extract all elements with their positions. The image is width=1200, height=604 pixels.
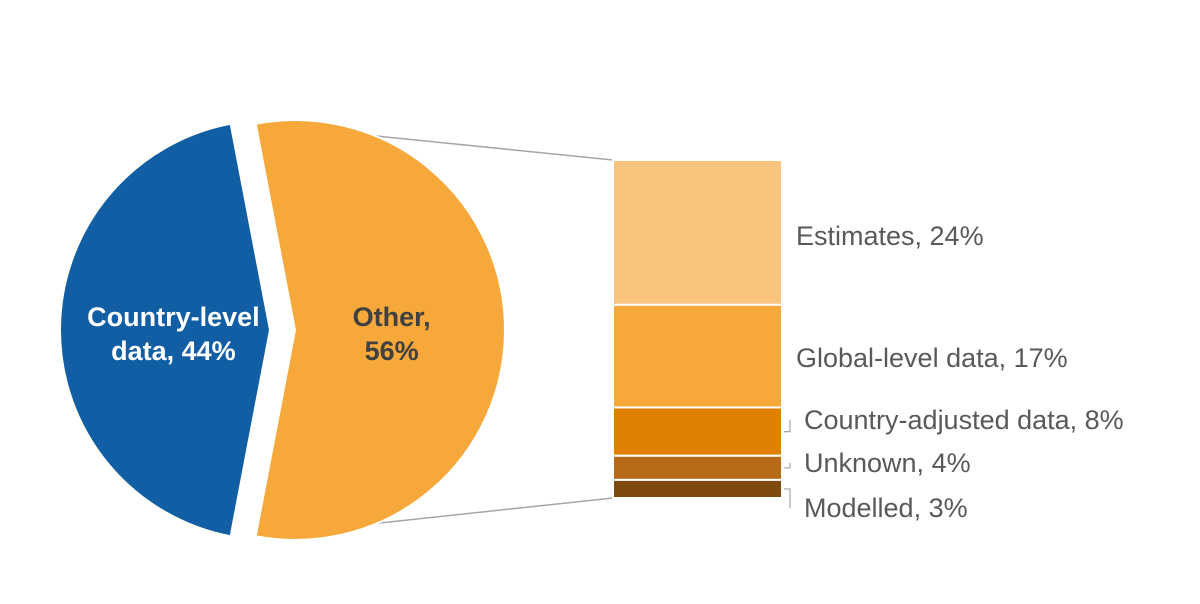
- pie-label-other: Other, 56%: [353, 302, 431, 366]
- bar-segment-modelled-3: [612, 478, 783, 499]
- leader-line-unknown-4: [784, 463, 791, 469]
- bar-segment-country-adjusted-data-8: [612, 406, 783, 457]
- pie-label-country-level: Country-level data, 44%: [87, 302, 260, 366]
- leader-line-modelled-3: [784, 488, 791, 508]
- bar-segment-unknown-4: [612, 454, 783, 481]
- bar-labels: Estimates, 24% Global-level data, 17% Coun…: [784, 221, 1124, 523]
- bar-label-global-level-data-17: Global-level data, 17%: [796, 343, 1068, 373]
- stacked-bar: [612, 159, 783, 499]
- bar-label-country-adjusted-data-8: Country-adjusted data, 8%: [804, 405, 1124, 435]
- bar-label-estimates-24: Estimates, 24%: [796, 221, 984, 251]
- leader-line-country-adjusted-data-8: [784, 420, 791, 433]
- bar-segment-estimates-24: [612, 159, 783, 306]
- bar-label-modelled-3: Modelled, 3%: [804, 493, 968, 523]
- bar-segment-global-level-data-17: [612, 303, 783, 409]
- pie-slice-other: [254, 119, 507, 541]
- pie-slice-country-level: [59, 122, 272, 538]
- bar-label-unknown-4: Unknown, 4%: [804, 448, 971, 478]
- pie: Other, 56% Country-level data, 44%: [59, 119, 507, 541]
